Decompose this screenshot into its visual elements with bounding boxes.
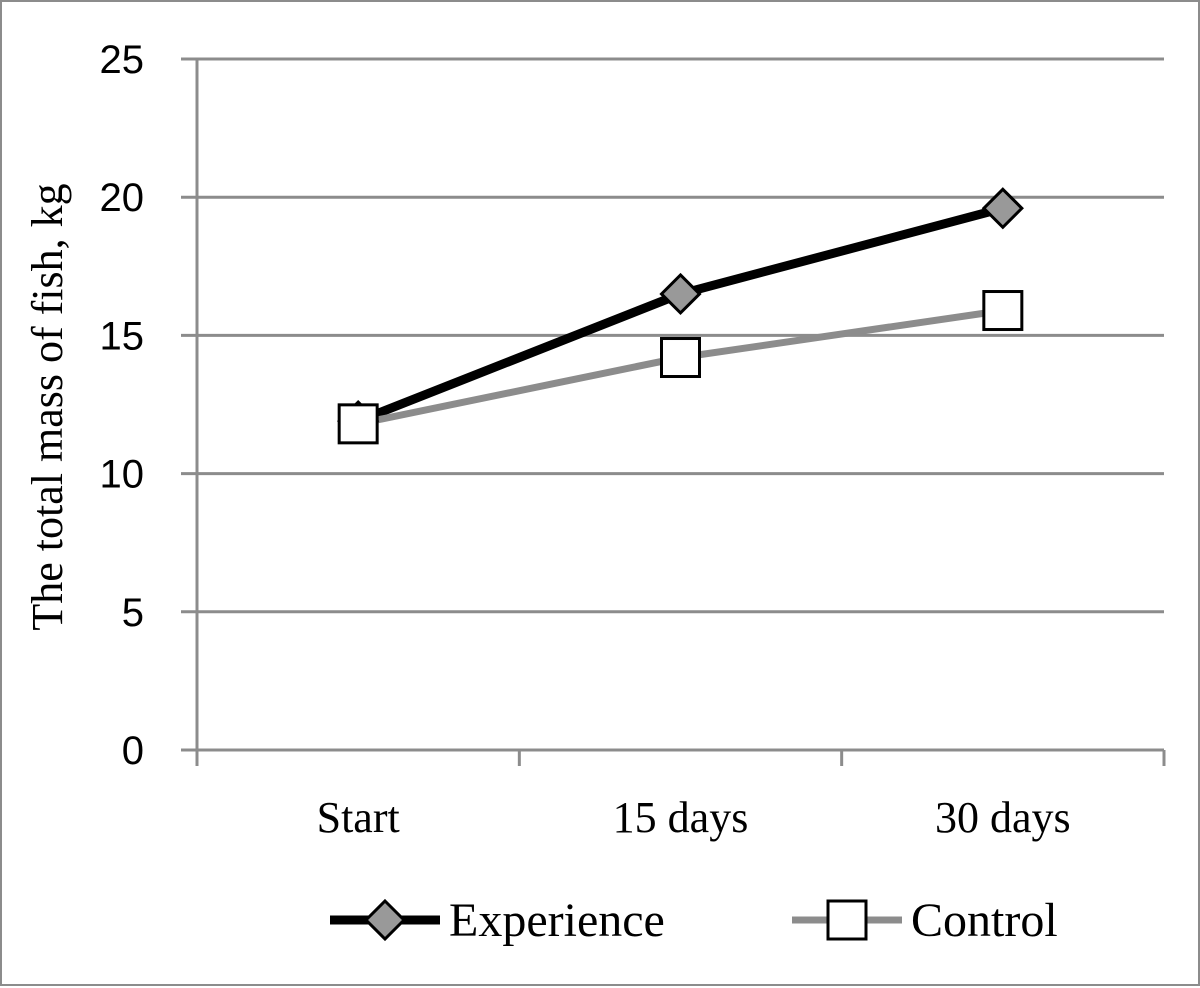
markers-control (337, 290, 1024, 445)
data-point (337, 403, 379, 445)
legend-label: Experience (449, 894, 665, 947)
data-point (660, 337, 701, 379)
data-point (659, 272, 702, 316)
data-point (982, 290, 1024, 332)
y-tick-labels: 0 5 10 15 20 25 (100, 38, 145, 773)
y-tick-label: 25 (100, 38, 145, 82)
data-point (981, 187, 1024, 230)
legend-item-experience: Experience (330, 894, 665, 947)
legend-item-control: Control (792, 894, 1058, 947)
gridlines (181, 57, 1164, 614)
x-tick-label: 30 days (935, 793, 1071, 842)
y-tick-label: 20 (100, 176, 145, 220)
axes (181, 59, 1166, 766)
series (337, 187, 1024, 445)
y-tick-label: 0 (122, 729, 144, 773)
x-tick-label: Start (317, 793, 400, 842)
legend: Experience Control (330, 894, 1058, 947)
legend-marker (363, 898, 407, 942)
y-tick-label: 10 (100, 453, 145, 497)
y-axis-label: The total mass of fish, kg (23, 183, 72, 630)
y-tick-label: 5 (122, 591, 144, 635)
x-tick-labels: Start 15 days 30 days (317, 793, 1071, 842)
y-tick-label: 15 (100, 314, 145, 358)
legend-marker (826, 899, 868, 941)
x-tick-label: 15 days (613, 793, 749, 842)
legend-label: Control (911, 894, 1058, 947)
